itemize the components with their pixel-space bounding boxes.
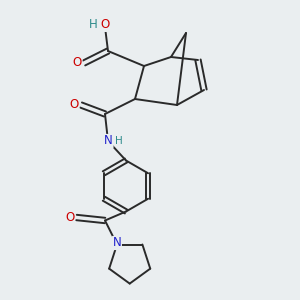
Text: O: O <box>65 211 74 224</box>
Text: O: O <box>73 56 82 70</box>
Text: N: N <box>112 236 122 250</box>
Text: H: H <box>115 136 123 146</box>
Text: O: O <box>70 98 79 112</box>
Text: O: O <box>100 18 109 32</box>
Text: N: N <box>104 134 113 148</box>
Text: H: H <box>89 18 98 32</box>
